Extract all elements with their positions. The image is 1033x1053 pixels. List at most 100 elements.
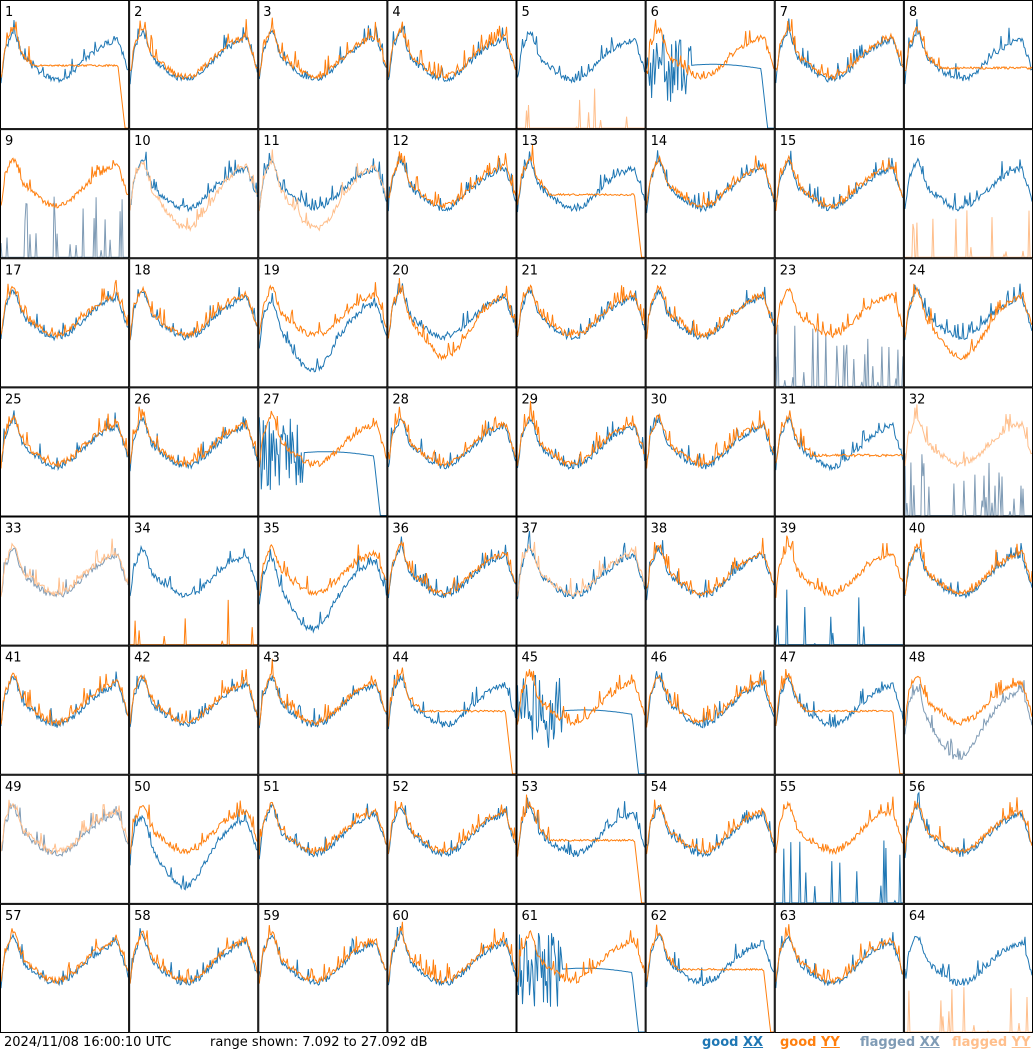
series-xx-29 (517, 417, 646, 470)
panel-label: 38 (651, 522, 668, 537)
series-yy-4 (387, 21, 516, 80)
panel-59: 59 (258, 903, 388, 1033)
series-yy-55 (775, 796, 904, 856)
series-yy-3 (258, 17, 387, 80)
panel-label: 14 (651, 134, 668, 149)
series-xx-25 (0, 410, 129, 472)
panel-border (129, 774, 259, 904)
legend-good-yy: good YY (780, 1035, 840, 1050)
panel-16: 16 (903, 129, 1033, 260)
panel-60: 60 (387, 903, 517, 1033)
series-xx-42 (129, 675, 258, 728)
panel-10: 10 (129, 129, 259, 259)
panel-25: 25 (0, 387, 130, 517)
panel-border (387, 516, 517, 646)
panel-54: 54 (645, 774, 775, 904)
series-yy-42 (129, 669, 258, 725)
panel-border (258, 387, 388, 517)
panel-label: 13 (522, 134, 539, 149)
series-xx-15 (775, 150, 904, 212)
series-yy-5 (517, 88, 645, 129)
panel-31: 31 (774, 387, 904, 517)
panel-border (387, 129, 517, 259)
panel-border (258, 0, 388, 130)
panel-27: 27 (258, 387, 388, 517)
panel-6: 6 (645, 0, 775, 130)
panel-label: 3 (263, 5, 271, 20)
series-xx-20 (387, 283, 516, 342)
panel-23: 23 (774, 258, 904, 388)
series-xx-61 (517, 932, 645, 1033)
panel-29: 29 (516, 387, 646, 517)
panel-11: 11 (258, 129, 388, 259)
panel-label: 44 (392, 651, 409, 666)
series-yy-46 (646, 671, 775, 728)
panel-border (258, 129, 388, 259)
panel-label: 57 (5, 909, 22, 924)
series-yy-50 (129, 800, 258, 855)
series-xx-48 (904, 680, 1033, 760)
panel-border (774, 129, 904, 259)
panel-38: 38 (645, 516, 775, 646)
series-yy-23 (775, 287, 904, 339)
series-xx-56 (904, 791, 1033, 859)
series-xx-57 (0, 933, 129, 989)
panel-label: 6 (651, 5, 659, 20)
panel-24: 24 (903, 258, 1033, 388)
series-yy-59 (258, 925, 387, 984)
panel-label: 64 (909, 909, 926, 924)
panel-border (516, 903, 646, 1033)
series-yy-40 (904, 538, 1033, 596)
series-xx-43 (258, 675, 387, 729)
series-xx-49 (0, 803, 129, 857)
legend-good-xx-word: good (702, 1035, 739, 1050)
series-xx-41 (0, 671, 129, 728)
series-xx-64 (904, 935, 1033, 987)
panel-border (645, 129, 775, 259)
panel-label: 53 (522, 780, 539, 795)
panel-51: 51 (258, 774, 388, 904)
panel-9: 9 (0, 129, 130, 259)
panel-label: 19 (263, 263, 280, 278)
panel-border (0, 903, 130, 1033)
panel-border (0, 645, 130, 775)
legend-flagged-yy-word: flagged (952, 1035, 1008, 1050)
panel-label: 58 (134, 909, 151, 924)
series-yy-7 (775, 19, 904, 81)
panel-label: 7 (780, 5, 788, 20)
panel-border (0, 0, 130, 130)
series-yy-11 (258, 149, 387, 232)
series-yy-37 (517, 541, 646, 597)
series-yy-41 (0, 672, 129, 727)
legend-flagged-xx: flagged XX (860, 1035, 940, 1050)
panel-label: 2 (134, 5, 142, 20)
panel-border (516, 645, 646, 775)
panel-28: 28 (387, 387, 517, 517)
panel-label: 36 (392, 522, 409, 537)
series-yy-20 (387, 277, 516, 362)
panel-border (258, 645, 388, 775)
series-yy-47 (775, 668, 903, 775)
panel-border (387, 903, 517, 1033)
series-yy-29 (517, 400, 645, 467)
panel-label: 35 (263, 522, 280, 537)
series-yy-36 (387, 540, 516, 597)
footer: 2024/11/08 16:00:10 UTC range shown: 7.0… (0, 1033, 1033, 1053)
panel-56: 56 (903, 774, 1033, 904)
panel-15: 15 (774, 129, 904, 259)
series-xx-63 (775, 932, 904, 989)
panel-21: 21 (516, 258, 646, 388)
panel-label: 9 (5, 134, 13, 149)
series-yy-44 (387, 667, 516, 775)
panel-22: 22 (645, 258, 775, 388)
series-yy-53 (517, 794, 645, 904)
panel-53: 53 (516, 774, 646, 904)
series-yy-25 (0, 413, 129, 469)
panel-border (129, 516, 259, 646)
series-yy-32 (904, 404, 1033, 468)
panel-border (0, 774, 130, 904)
legend-flagged-yy: flagged YY (952, 1035, 1031, 1050)
series-yy-48 (904, 675, 1033, 726)
panel-label: 16 (909, 134, 926, 149)
series-yy-54 (646, 799, 775, 855)
